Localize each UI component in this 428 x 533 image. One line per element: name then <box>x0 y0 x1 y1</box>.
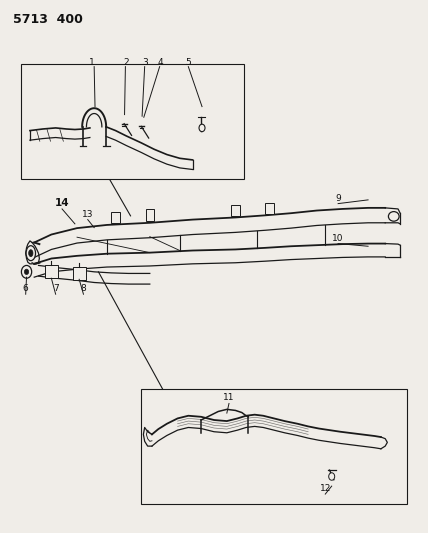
Bar <box>111 212 120 223</box>
Text: 9: 9 <box>335 193 341 203</box>
Bar <box>231 205 240 216</box>
Ellipse shape <box>388 212 399 221</box>
Circle shape <box>21 265 32 278</box>
Bar <box>45 265 58 278</box>
Text: 5: 5 <box>185 58 191 67</box>
Text: 1: 1 <box>89 58 95 67</box>
Text: 8: 8 <box>80 284 86 293</box>
Text: 3: 3 <box>143 58 149 67</box>
Text: 5713  400: 5713 400 <box>13 13 83 26</box>
Text: 11: 11 <box>223 393 235 402</box>
Text: 4: 4 <box>158 58 163 67</box>
Circle shape <box>24 269 29 274</box>
Text: 10: 10 <box>333 233 344 243</box>
Ellipse shape <box>26 246 36 261</box>
Text: 6: 6 <box>23 284 29 293</box>
Bar <box>141 389 407 504</box>
Ellipse shape <box>29 249 33 257</box>
Circle shape <box>199 124 205 132</box>
Bar <box>146 209 154 221</box>
Text: 14: 14 <box>55 198 69 208</box>
Bar <box>73 267 86 280</box>
Circle shape <box>329 473 335 480</box>
Bar <box>265 203 274 214</box>
Text: 7: 7 <box>53 284 59 293</box>
Text: 13: 13 <box>82 209 93 219</box>
Text: 2: 2 <box>123 58 129 67</box>
Text: 12: 12 <box>320 484 331 493</box>
Bar <box>21 64 244 179</box>
